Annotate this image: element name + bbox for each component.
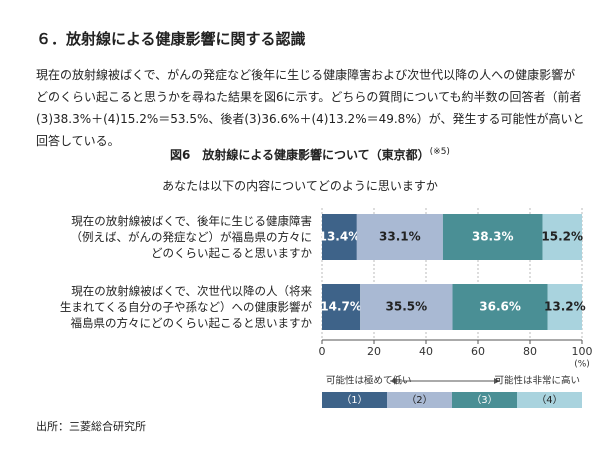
legend-swatch [517, 392, 582, 408]
x-tick-label: 0 [319, 345, 326, 358]
value-label: 13.4% [319, 230, 361, 244]
value-label: 13.2% [544, 300, 586, 314]
bar-segment [322, 284, 361, 330]
x-unit: (%) [574, 360, 590, 370]
legend-high: 可能性は非常に高い [494, 375, 580, 387]
legend-label: （2） [406, 394, 432, 406]
x-tick-label: 20 [367, 345, 381, 358]
x-tick-label: 60 [471, 345, 485, 358]
value-label: 36.6% [479, 300, 521, 314]
figure-title: 図6 放射線による健康影響について（東京都） [170, 148, 430, 162]
legend-swatch [452, 392, 517, 408]
source: 出所：三菱総合研究所 [36, 420, 146, 433]
figure-title-row: 図6 放射線による健康影響について（東京都）(※5) [170, 146, 450, 163]
legend-swatch [387, 392, 452, 408]
bar-segment [547, 284, 582, 330]
bar-segment [360, 284, 453, 330]
chart-title: あなたは以下の内容についてどのように思いますか [162, 179, 438, 193]
value-label: 14.7% [320, 300, 362, 314]
legend-label: （3） [471, 394, 497, 406]
value-label: 38.3% [472, 230, 514, 244]
heading: ６．放射線による健康影響に関する認識 [36, 30, 306, 48]
x-tick-label: 80 [523, 345, 537, 358]
value-label: 15.2% [541, 230, 583, 244]
figure-note: (※5) [429, 147, 450, 157]
bar-segment [442, 214, 543, 260]
x-tick-label: 40 [419, 345, 433, 358]
value-label: 35.5% [386, 300, 428, 314]
bar-segment [322, 214, 357, 260]
bar-segment [356, 214, 443, 260]
legend-label: （4） [536, 394, 562, 406]
legend-label: （1） [341, 394, 367, 406]
legend-swatch [322, 392, 387, 408]
paragraph: 現在の放射線被ばくで、がんの発症など後年に生じる健康障害および次世代以降の人への… [36, 68, 585, 148]
legend-low: 可能性は極めて低い [326, 375, 412, 387]
category-label: 現在の放射線被ばくで、後年に生じる健康障害 （例えば、がんの発症など）が福島県の… [70, 214, 313, 260]
value-label: 33.1% [379, 230, 421, 244]
bar-segment [452, 284, 548, 330]
x-tick-label: 100 [572, 345, 593, 358]
bar-segment [542, 214, 582, 260]
category-label: 現在の放射線被ばくで、次世代以降の人（将来 生まれてくる自分の子や孫など）への健… [59, 284, 312, 330]
